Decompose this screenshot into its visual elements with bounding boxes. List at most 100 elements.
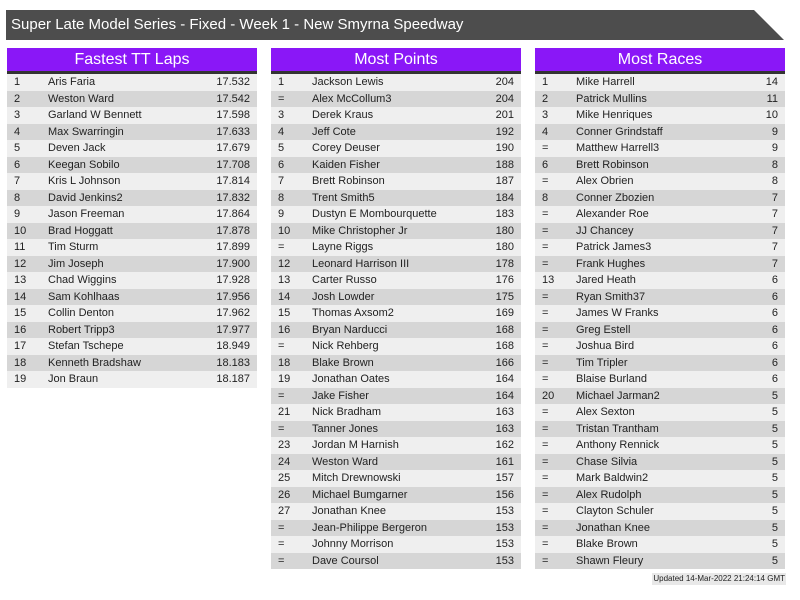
driver-name-cell: Jean-Philippe Bergeron bbox=[312, 521, 427, 534]
rank-cell: 15 bbox=[278, 307, 291, 320]
value-cell: 17.878 bbox=[216, 224, 250, 237]
table-row: 2 Patrick Mullins 11 bbox=[535, 90, 785, 108]
table-row: 21 Nick Bradham 163 bbox=[271, 404, 521, 421]
rank-cell: 3 bbox=[278, 109, 285, 122]
driver-name-cell: Tim Tripler bbox=[576, 356, 628, 369]
value-cell: 161 bbox=[495, 455, 514, 468]
driver-name-cell: Thomas Axsom2 bbox=[312, 307, 394, 320]
driver-name-cell: Nick Bradham bbox=[312, 406, 382, 419]
rank-cell: 5 bbox=[278, 142, 285, 155]
driver-name-cell: Jonathan Knee bbox=[576, 521, 651, 534]
table-row: 8 Trent Smith5 184 bbox=[271, 189, 521, 207]
value-cell: 201 bbox=[495, 109, 514, 122]
rank-cell: = bbox=[542, 307, 549, 320]
driver-name-cell: Jason Freeman bbox=[48, 208, 125, 221]
table-row: 17 Stefan Tschepe 18.949 bbox=[7, 338, 257, 355]
driver-name-cell: Jonathan Knee bbox=[312, 505, 387, 518]
table-row: = Alex Obrien 8 bbox=[535, 173, 785, 190]
table-row: 4 Jeff Cote 192 bbox=[271, 123, 521, 141]
value-cell: 188 bbox=[495, 158, 514, 171]
table-row: = JJ Chancey 7 bbox=[535, 222, 785, 240]
rank-cell: = bbox=[542, 455, 549, 468]
rank-cell: 8 bbox=[14, 191, 21, 204]
driver-name-cell: Michael Jarman2 bbox=[576, 389, 660, 402]
table-row: = Alex Sexton 5 bbox=[535, 404, 785, 421]
rank-cell: 7 bbox=[278, 175, 285, 188]
value-cell: 17.542 bbox=[216, 92, 250, 105]
value-cell: 17.928 bbox=[216, 274, 250, 287]
table-row: 7 Kris L Johnson 17.814 bbox=[7, 173, 257, 190]
table-row: 18 Blake Brown 166 bbox=[271, 354, 521, 372]
rank-cell: 13 bbox=[542, 274, 555, 287]
driver-name-cell: Chad Wiggins bbox=[48, 274, 117, 287]
value-cell: 5 bbox=[771, 406, 778, 419]
driver-name-cell: Brett Robinson bbox=[576, 158, 649, 171]
rank-cell: 21 bbox=[278, 406, 291, 419]
rank-cell: 19 bbox=[14, 373, 27, 386]
table-row: = Mark Baldwin2 5 bbox=[535, 470, 785, 487]
table-row: = Jonathan Knee 5 bbox=[535, 519, 785, 537]
rank-cell: 14 bbox=[278, 290, 291, 303]
driver-name-cell: Patrick Mullins bbox=[576, 92, 647, 105]
table-row: = Tim Tripler 6 bbox=[535, 354, 785, 372]
value-cell: 6 bbox=[771, 307, 778, 320]
value-cell: 17.977 bbox=[216, 323, 250, 336]
rank-cell: = bbox=[278, 389, 285, 402]
value-cell: 184 bbox=[495, 191, 514, 204]
value-cell: 17.956 bbox=[216, 290, 250, 303]
value-cell: 7 bbox=[771, 191, 778, 204]
updated-timestamp: Updated 14-Mar-2022 21:24:14 GMT bbox=[652, 573, 786, 585]
table-row: 12 Jim Joseph 17.900 bbox=[7, 255, 257, 273]
value-cell: 169 bbox=[495, 307, 514, 320]
driver-name-cell: Johnny Morrison bbox=[312, 538, 394, 551]
rank-cell: 24 bbox=[278, 455, 291, 468]
value-cell: 11 bbox=[766, 92, 778, 105]
table-row: 3 Mike Henriques 10 bbox=[535, 107, 785, 124]
driver-name-cell: Collin Denton bbox=[48, 307, 115, 320]
rank-cell: 6 bbox=[542, 158, 549, 171]
table-row: 15 Collin Denton 17.962 bbox=[7, 305, 257, 322]
table-row: 13 Chad Wiggins 17.928 bbox=[7, 272, 257, 289]
value-cell: 18.187 bbox=[216, 373, 250, 386]
rank-cell: 3 bbox=[14, 109, 21, 122]
table-heading: Most Races bbox=[535, 48, 785, 74]
rank-cell: = bbox=[542, 175, 549, 188]
rank-cell: 10 bbox=[14, 224, 27, 237]
driver-name-cell: James W Franks bbox=[576, 307, 659, 320]
value-cell: 5 bbox=[771, 439, 778, 452]
driver-name-cell: Sam Kohlhaas bbox=[48, 290, 120, 303]
table-row: 6 Keegan Sobilo 17.708 bbox=[7, 156, 257, 174]
value-cell: 163 bbox=[495, 406, 514, 419]
rank-cell: = bbox=[278, 521, 285, 534]
driver-name-cell: Patrick James3 bbox=[576, 241, 652, 254]
table-row: = Blake Brown 5 bbox=[535, 536, 785, 553]
table-row: = Frank Hughes 7 bbox=[535, 255, 785, 273]
rank-cell: = bbox=[542, 439, 549, 452]
driver-name-cell: Carter Russo bbox=[312, 274, 377, 287]
value-cell: 180 bbox=[495, 224, 514, 237]
driver-name-cell: Joshua Bird bbox=[576, 340, 635, 353]
driver-name-cell: Alex Sexton bbox=[576, 406, 635, 419]
value-cell: 5 bbox=[771, 554, 778, 567]
value-cell: 164 bbox=[495, 373, 514, 386]
driver-name-cell: Greg Estell bbox=[576, 323, 631, 336]
table-row: = Tanner Jones 163 bbox=[271, 420, 521, 438]
driver-name-cell: Tristan Trantham bbox=[576, 422, 659, 435]
driver-name-cell: Blake Brown bbox=[576, 538, 638, 551]
rank-cell: = bbox=[542, 340, 549, 353]
driver-name-cell: Josh Lowder bbox=[312, 290, 375, 303]
driver-name-cell: JJ Chancey bbox=[576, 224, 634, 237]
rank-cell: 1 bbox=[542, 76, 549, 88]
value-cell: 18.949 bbox=[216, 340, 250, 353]
value-cell: 6 bbox=[771, 373, 778, 386]
rank-cell: 8 bbox=[278, 191, 285, 204]
value-cell: 153 bbox=[495, 538, 514, 551]
value-cell: 153 bbox=[495, 505, 514, 518]
value-cell: 5 bbox=[771, 538, 778, 551]
value-cell: 204 bbox=[495, 76, 514, 88]
value-cell: 153 bbox=[495, 521, 514, 534]
rank-cell: 4 bbox=[14, 125, 21, 138]
rank-cell: = bbox=[542, 356, 549, 369]
rank-cell: 8 bbox=[542, 191, 549, 204]
rank-cell: 14 bbox=[14, 290, 27, 303]
